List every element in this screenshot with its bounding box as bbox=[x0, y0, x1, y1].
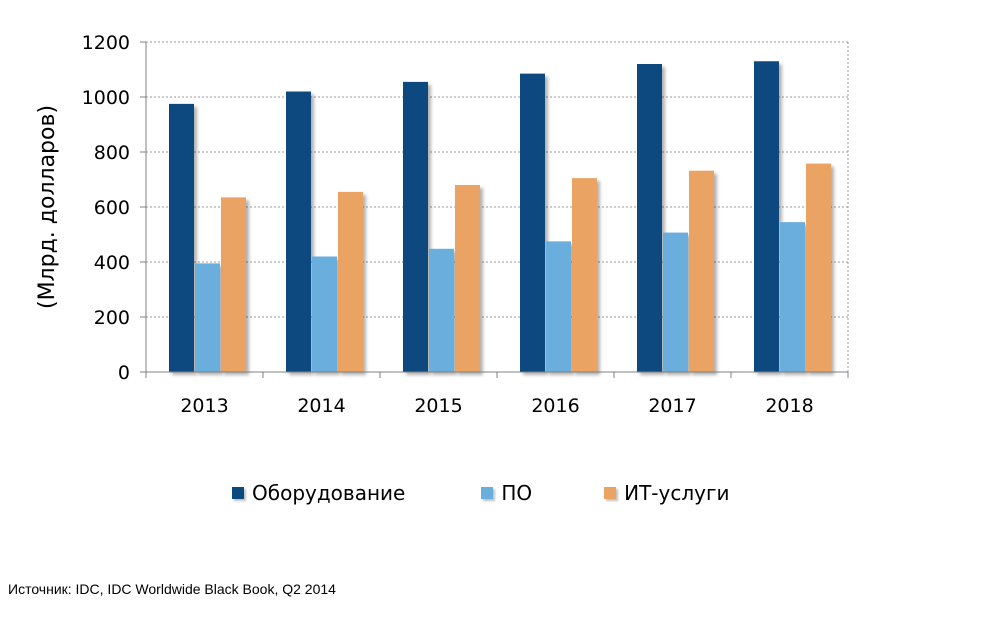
bar-2017-hardware bbox=[637, 64, 662, 372]
y-tick-label-1000: 1000 bbox=[82, 87, 130, 109]
legend: Оборудование ПО ИТ-услуги bbox=[232, 478, 729, 508]
legend-item-it-services: ИТ-услуги bbox=[604, 481, 729, 505]
bar-2016-hardware bbox=[520, 73, 545, 372]
bar-2017-software bbox=[663, 232, 688, 372]
x-tick-label-2017: 2017 bbox=[648, 395, 696, 417]
bars-group bbox=[169, 61, 831, 372]
bar-2013-software bbox=[195, 263, 220, 372]
y-tick-label-600: 600 bbox=[94, 197, 130, 219]
bar-2018-hardware bbox=[754, 61, 779, 372]
bar-2016-it-services bbox=[572, 178, 597, 372]
gridlines bbox=[146, 41, 849, 372]
legend-label-it-services: ИТ-услуги bbox=[624, 481, 730, 505]
y-axis-label: (Млрд. долларов) bbox=[35, 105, 60, 309]
x-tick-label-2015: 2015 bbox=[414, 395, 462, 417]
legend-item-hardware: Оборудование bbox=[232, 481, 405, 505]
bar-2015-hardware bbox=[403, 81, 428, 372]
y-tick-label-0: 0 bbox=[118, 362, 130, 384]
bar-2018-it-services bbox=[806, 163, 831, 372]
y-tick-label-400: 400 bbox=[94, 252, 130, 274]
bar-2013-it-services bbox=[221, 197, 246, 372]
legend-swatch-hardware bbox=[232, 487, 244, 499]
source-note: Источник: IDC, IDC Worldwide Black Book,… bbox=[8, 581, 336, 597]
legend-item-software: ПО bbox=[481, 481, 532, 505]
legend-label-software: ПО bbox=[501, 481, 533, 505]
y-tick-label-200: 200 bbox=[94, 307, 130, 329]
legend-swatch-it-services bbox=[604, 487, 617, 499]
bar-2014-it-services bbox=[338, 191, 363, 372]
bar-2013-hardware bbox=[169, 103, 194, 372]
x-tick-label-2016: 2016 bbox=[531, 395, 579, 417]
bar-2018-software bbox=[780, 222, 805, 372]
x-tick-label-2014: 2014 bbox=[297, 395, 345, 417]
bar-2014-software bbox=[312, 256, 337, 372]
y-tick-label-800: 800 bbox=[94, 142, 130, 164]
axes: 0 200 400 600 800 1000 1200 2013 2014 2015 2016 201… bbox=[82, 32, 849, 417]
legend-swatch-software bbox=[481, 487, 494, 499]
bar-chart: 0 200 400 600 800 1000 1200 2013 2014 2015 2016 201… bbox=[35, 32, 849, 417]
bar-2015-software bbox=[429, 248, 454, 372]
x-tick-label-2018: 2018 bbox=[765, 395, 813, 417]
bar-2016-software bbox=[546, 241, 571, 372]
bar-2017-it-services bbox=[689, 170, 714, 372]
bar-2015-it-services bbox=[455, 185, 480, 372]
y-tick-label-1200: 1200 bbox=[82, 32, 130, 54]
x-tick-label-2013: 2013 bbox=[180, 395, 228, 417]
bar-2014-hardware bbox=[286, 91, 311, 372]
legend-label-hardware: Оборудование bbox=[252, 481, 406, 505]
